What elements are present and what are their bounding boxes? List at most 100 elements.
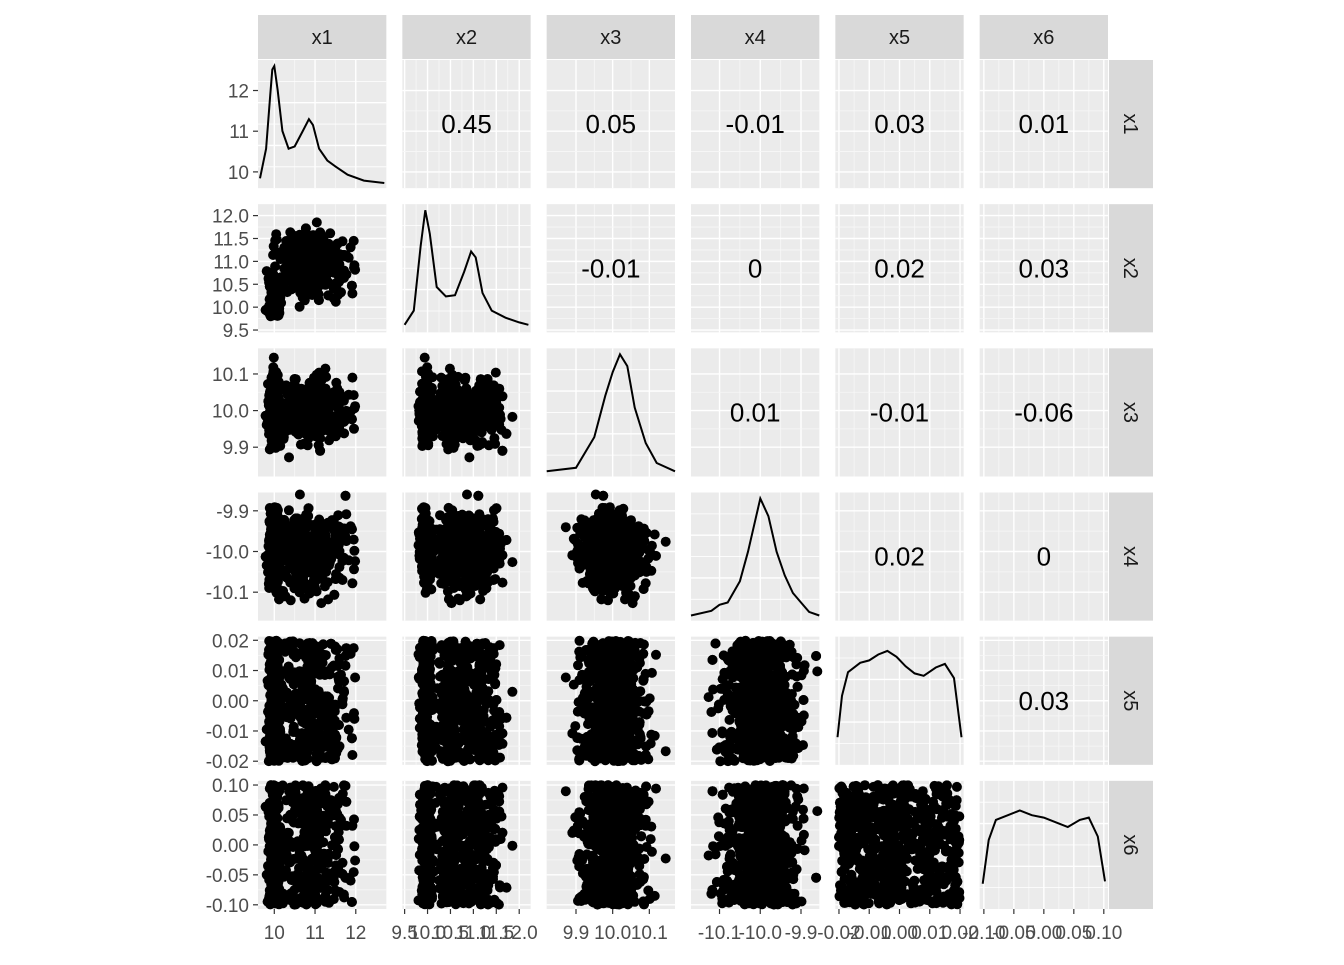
scatter-point	[268, 578, 278, 588]
scatter-point	[329, 391, 339, 401]
scatter-point	[507, 412, 517, 422]
scatter-point	[451, 544, 461, 554]
scatter-point	[458, 561, 468, 571]
scatter-point	[326, 426, 336, 436]
scatter-point	[281, 254, 291, 264]
scatter-point	[283, 573, 293, 583]
scatter-point	[421, 514, 431, 524]
scatter-point	[435, 412, 445, 422]
correlation-label-x3-x4: 0.01	[730, 397, 781, 427]
correlation-label-x1-x3: 0.05	[586, 109, 637, 139]
correlation-label-x2-x6: 0.03	[1019, 253, 1070, 283]
scatter-point	[307, 409, 317, 419]
correlation-label-x1-x2: 0.45	[441, 109, 492, 139]
scatter-point	[468, 552, 478, 562]
scatter-point	[444, 594, 454, 604]
scatter-point	[317, 375, 327, 385]
scatter-point	[650, 530, 660, 540]
scatter-point	[497, 550, 507, 560]
scatter-point	[445, 364, 455, 374]
scatter-point	[507, 557, 517, 567]
scatter-point	[454, 511, 464, 521]
scatter-point	[302, 564, 312, 574]
scatter-point	[483, 514, 493, 524]
scatter-point	[273, 557, 283, 567]
scatter-point	[474, 394, 484, 404]
scatter-point	[283, 245, 293, 255]
correlation-label-x2-x5: 0.02	[874, 253, 925, 283]
scatter-point	[421, 415, 431, 425]
scatter-point	[301, 514, 311, 524]
correlation-label-x3-x5: -0.01	[870, 397, 929, 427]
scatter-point	[268, 430, 278, 440]
scatter-point	[473, 491, 483, 501]
scatter-point	[415, 387, 425, 397]
scatter-point	[312, 257, 322, 267]
scatter-point	[460, 375, 470, 385]
scatter-point	[420, 353, 430, 363]
scatter-point	[464, 511, 474, 521]
scatter-point	[647, 541, 657, 551]
scatter-point	[421, 527, 431, 537]
scatter-point	[422, 559, 432, 569]
scatter-point	[487, 560, 497, 570]
scatter-point	[347, 578, 357, 588]
scatter-point	[284, 505, 294, 515]
scatter-point	[295, 490, 305, 500]
scatter-point	[426, 548, 436, 558]
scatter-point	[444, 417, 454, 427]
scatter-point	[347, 524, 357, 534]
scatter-point	[338, 556, 348, 566]
scatter-point	[341, 509, 351, 519]
scatter-point	[349, 424, 359, 434]
scatter-point	[472, 426, 482, 436]
scatter-point	[272, 234, 282, 244]
scatter-point	[497, 446, 507, 456]
scatter-point	[443, 444, 453, 454]
scatter-point	[449, 520, 459, 530]
scatter-point	[313, 385, 323, 395]
scatter-point	[453, 532, 463, 542]
correlation-label-x1-x5: 0.03	[874, 109, 925, 139]
scatter-point	[333, 239, 343, 249]
correlation-label-x2-x4: 0	[748, 253, 762, 283]
scatter-point	[427, 372, 437, 382]
scatter-point	[341, 491, 351, 501]
scatter-point	[451, 580, 461, 590]
scatter-point	[421, 402, 431, 412]
scatter-point	[349, 236, 359, 246]
scatter-point	[302, 392, 312, 402]
correlation-label-x1-x4: -0.01	[726, 109, 785, 139]
scatter-point	[347, 281, 357, 291]
scatter-point	[280, 384, 290, 394]
scatter-point	[329, 268, 339, 278]
correlation-label-x2-x3: -0.01	[581, 253, 640, 283]
scatter-point	[338, 394, 348, 404]
scatter-point	[468, 416, 478, 426]
scatter-point	[420, 578, 430, 588]
scatter-point	[474, 440, 484, 450]
scatter-point	[269, 372, 279, 382]
scatter-point	[341, 408, 351, 418]
correlation-label-x3-x6: -0.06	[1014, 397, 1073, 427]
scatter-point	[480, 538, 490, 548]
scatter-point	[305, 378, 315, 388]
scatter-point	[269, 415, 279, 425]
scatter-point	[468, 539, 478, 549]
scatter-point	[480, 403, 490, 413]
scatter-point	[494, 384, 504, 394]
scatter-point	[284, 452, 294, 462]
scatter-point	[291, 514, 301, 524]
scatter-point	[321, 567, 331, 577]
scatter-point	[447, 429, 457, 439]
scatter-point	[478, 586, 488, 596]
scatter-point	[274, 594, 284, 604]
scatter-point	[292, 390, 302, 400]
scatter-point	[501, 429, 511, 439]
scatter-point	[265, 551, 275, 561]
scatter-point	[334, 522, 344, 532]
scatter-point	[474, 522, 484, 532]
scatter-point	[331, 278, 341, 288]
scatter-point	[331, 401, 341, 411]
